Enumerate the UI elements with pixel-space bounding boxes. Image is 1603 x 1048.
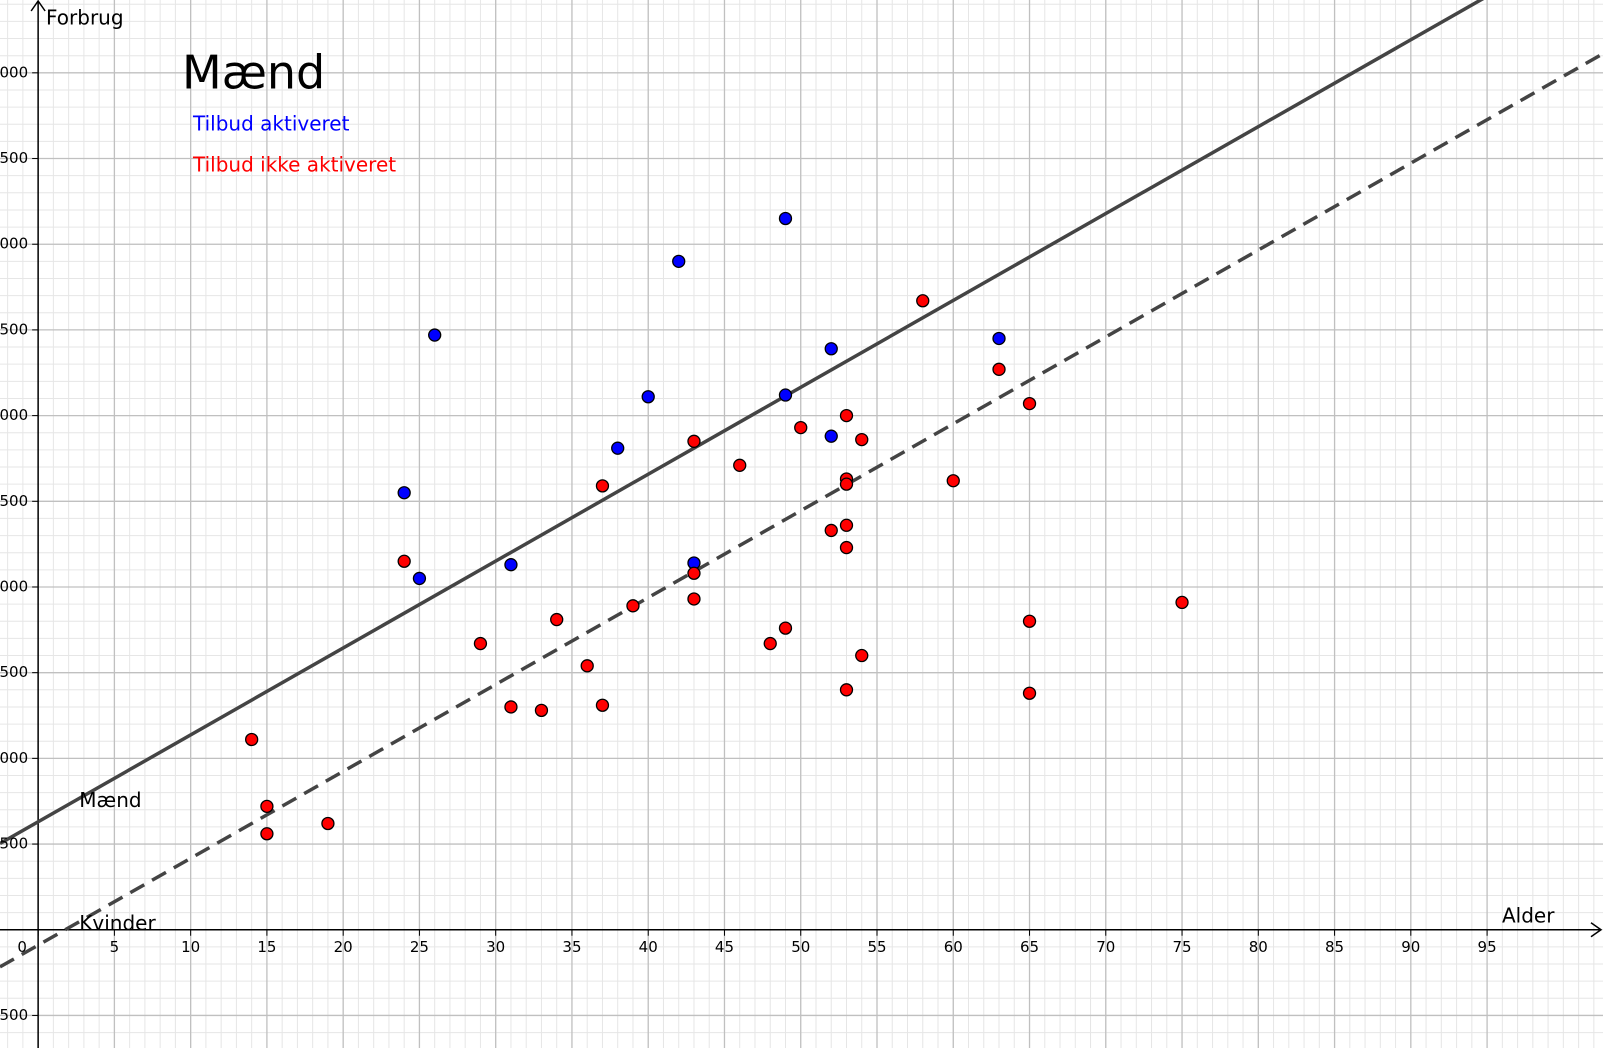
y-tick-label: 000 — [0, 577, 28, 595]
y-tick-label: 000 — [0, 63, 28, 81]
data-point — [321, 816, 335, 831]
y-axis-label: Forbrug — [46, 6, 124, 30]
trend-line — [0, 0, 1485, 846]
x-tick-label: 35 — [562, 938, 581, 956]
y-axis-arrow — [30, 0, 46, 12]
data-point — [672, 254, 686, 269]
x-tick-label: 40 — [639, 938, 658, 956]
data-point — [412, 571, 427, 586]
data-point — [687, 592, 701, 606]
data-point — [397, 554, 411, 568]
data-point — [778, 621, 793, 635]
data-point — [839, 477, 854, 491]
data-point — [992, 331, 1006, 346]
y-tick-label: 500 — [0, 492, 28, 510]
data-point — [855, 648, 869, 663]
x-tick-label: 10 — [181, 938, 200, 956]
x-tick-label: 80 — [1249, 938, 1268, 956]
y-tick-label: 500 — [0, 663, 28, 681]
chart-title: Mænd — [182, 46, 325, 100]
data-point — [916, 294, 930, 308]
y-tick-label: 000 — [0, 749, 28, 767]
data-point — [611, 441, 625, 455]
data-point — [824, 429, 838, 443]
data-point — [733, 458, 747, 472]
x-tick-label: 5 — [110, 938, 120, 956]
x-tick-label: 60 — [944, 938, 963, 956]
y-tick-label: 000 — [0, 235, 28, 253]
data-point — [778, 388, 793, 402]
data-point — [504, 558, 518, 572]
data-point — [839, 683, 854, 697]
legend-entry: Tilbud ikke aktiveret — [192, 153, 396, 177]
x-tick-label: 90 — [1401, 938, 1420, 956]
data-point — [839, 540, 854, 555]
x-tick-label: 0 — [17, 938, 27, 956]
x-tick-label: 75 — [1172, 938, 1191, 956]
data-point — [550, 612, 564, 627]
data-point — [855, 432, 869, 447]
data-point — [397, 486, 411, 500]
data-point — [778, 211, 793, 226]
data-point — [595, 479, 610, 493]
data-point — [763, 636, 777, 651]
x-tick-label: 15 — [257, 938, 276, 956]
x-tick-label: 20 — [334, 938, 353, 956]
x-tick-label: 70 — [1096, 938, 1115, 956]
data-point — [687, 566, 701, 580]
data-point — [1175, 595, 1189, 610]
data-point — [839, 408, 854, 423]
data-point — [946, 474, 960, 488]
data-point — [504, 700, 518, 714]
x-tick-label: 95 — [1478, 938, 1497, 956]
data-point — [1022, 614, 1037, 628]
x-tick-label: 30 — [486, 938, 505, 956]
data-point — [534, 703, 549, 718]
x-axis-arrow — [1590, 922, 1603, 938]
x-tick-label: 45 — [715, 938, 734, 956]
data-point — [794, 420, 808, 435]
x-tick-label: 55 — [867, 938, 886, 956]
data-point — [992, 362, 1006, 376]
plot — [0, 0, 1603, 969]
data-point — [626, 599, 640, 613]
x-tick-label: 65 — [1020, 938, 1039, 956]
data-point — [473, 636, 488, 651]
legend-entry: Tilbud aktiveret — [192, 112, 350, 136]
line-label: Kvinder — [79, 911, 156, 935]
data-point — [245, 732, 259, 747]
data-point — [260, 827, 274, 841]
y-tick-label: 500 — [0, 835, 28, 853]
y-tick-label: 000 — [0, 406, 28, 424]
data-point — [428, 328, 442, 342]
data-point — [687, 434, 701, 448]
data-point — [839, 518, 854, 532]
trend-line — [0, 52, 1603, 969]
y-tick-label: 500 — [0, 149, 28, 167]
x-tick-label: 50 — [791, 938, 810, 956]
data-point — [260, 799, 274, 814]
data-point — [580, 659, 594, 673]
y-tick-label: 500 — [0, 320, 28, 338]
data-point — [1022, 396, 1037, 411]
data-point — [824, 342, 838, 356]
x-tick-label: 85 — [1325, 938, 1344, 956]
data-point — [1022, 686, 1037, 700]
x-tick-label: 25 — [410, 938, 429, 956]
data-point — [824, 523, 838, 538]
line-label: Mænd — [79, 788, 141, 812]
x-axis-label: Alder — [1502, 904, 1555, 928]
data-point — [641, 390, 655, 404]
y-tick-label: 500 — [0, 1006, 28, 1024]
data-point — [595, 698, 610, 712]
